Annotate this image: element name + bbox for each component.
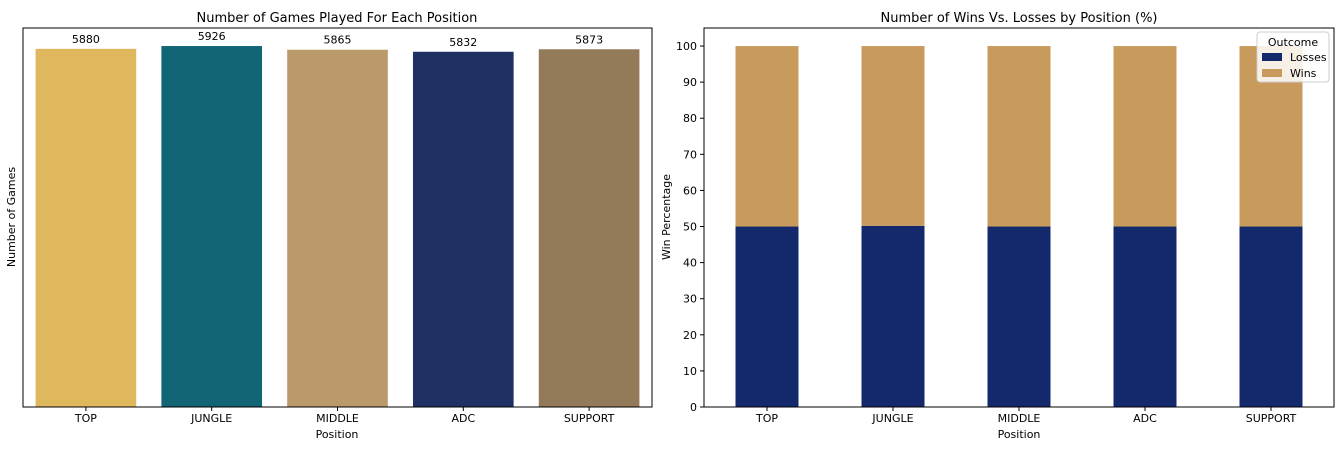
legend-label-losses: Losses [1290, 51, 1327, 64]
y-tick-label: 80 [683, 112, 697, 125]
y-tick-label: 100 [676, 40, 697, 53]
y-tick-label: 90 [683, 76, 697, 89]
data-label: 5873 [575, 33, 603, 46]
x-tick-label: SUPPORT [564, 412, 615, 425]
wins-losses-chart: Number of Wins Vs. Losses by Position (%… [660, 11, 1335, 441]
y-tick-label: 60 [683, 184, 697, 197]
x-axis-label: Position [316, 428, 359, 441]
y-tick-label: 50 [683, 221, 697, 234]
x-tick-label: JUNGLE [871, 412, 913, 425]
bar-wins-jungle [861, 46, 925, 226]
x-tick-label: ADC [451, 412, 475, 425]
x-tick-label: SUPPORT [1246, 412, 1297, 425]
data-label: 5926 [198, 30, 226, 43]
bar-support [538, 49, 640, 407]
y-tick-label: 70 [683, 148, 697, 161]
bar-wins-top [735, 46, 799, 227]
chart-title: Number of Wins Vs. Losses by Position (%… [880, 11, 1157, 26]
y-axis-ticks: 0 10 20 30 40 50 60 70 80 90 100 [676, 40, 704, 414]
y-tick-label: 20 [683, 329, 697, 342]
bar-losses-jungle [861, 225, 925, 407]
bar-losses-support [1239, 226, 1303, 407]
bar-group [735, 46, 1303, 407]
bar-jungle [161, 46, 263, 408]
x-axis-ticks: TOP JUNGLE MIDDLE ADC SUPPORT [74, 407, 615, 425]
bar-losses-middle [987, 226, 1051, 407]
bar-group: 5880 5926 5865 5832 5873 [35, 30, 640, 408]
x-tick-label: MIDDLE [316, 412, 359, 425]
games-played-chart: Number of Games Played For Each Position… [5, 11, 653, 441]
bar-adc [412, 51, 514, 407]
bar-losses-top [735, 226, 799, 407]
data-label: 5832 [449, 36, 477, 49]
x-tick-label: JUNGLE [190, 412, 232, 425]
x-axis-label: Position [998, 428, 1041, 441]
data-label: 5880 [72, 33, 100, 46]
y-tick-label: 0 [690, 401, 697, 414]
legend-swatch-wins [1262, 69, 1282, 77]
x-tick-label: ADC [1133, 412, 1157, 425]
bar-wins-adc [1113, 46, 1177, 227]
legend-label-wins: Wins [1290, 67, 1317, 80]
legend-swatch-losses [1262, 53, 1282, 61]
data-label: 5865 [324, 34, 352, 47]
bar-wins-middle [987, 46, 1051, 227]
x-tick-label: TOP [74, 412, 97, 425]
bar-middle [287, 49, 388, 407]
x-tick-label: MIDDLE [998, 412, 1041, 425]
x-tick-label: TOP [755, 412, 778, 425]
y-axis-label: Number of Games [5, 167, 18, 268]
y-tick-label: 10 [683, 365, 697, 378]
chart-title: Number of Games Played For Each Position [197, 11, 478, 26]
legend: Outcome Losses Wins [1256, 31, 1330, 83]
y-tick-label: 30 [683, 293, 697, 306]
x-axis-ticks: TOP JUNGLE MIDDLE ADC SUPPORT [755, 407, 1297, 425]
bar-losses-adc [1113, 226, 1177, 407]
y-tick-label: 40 [683, 257, 697, 270]
bar-top [35, 48, 137, 407]
y-axis-label: Win Percentage [660, 174, 673, 260]
legend-title: Outcome [1268, 36, 1318, 49]
